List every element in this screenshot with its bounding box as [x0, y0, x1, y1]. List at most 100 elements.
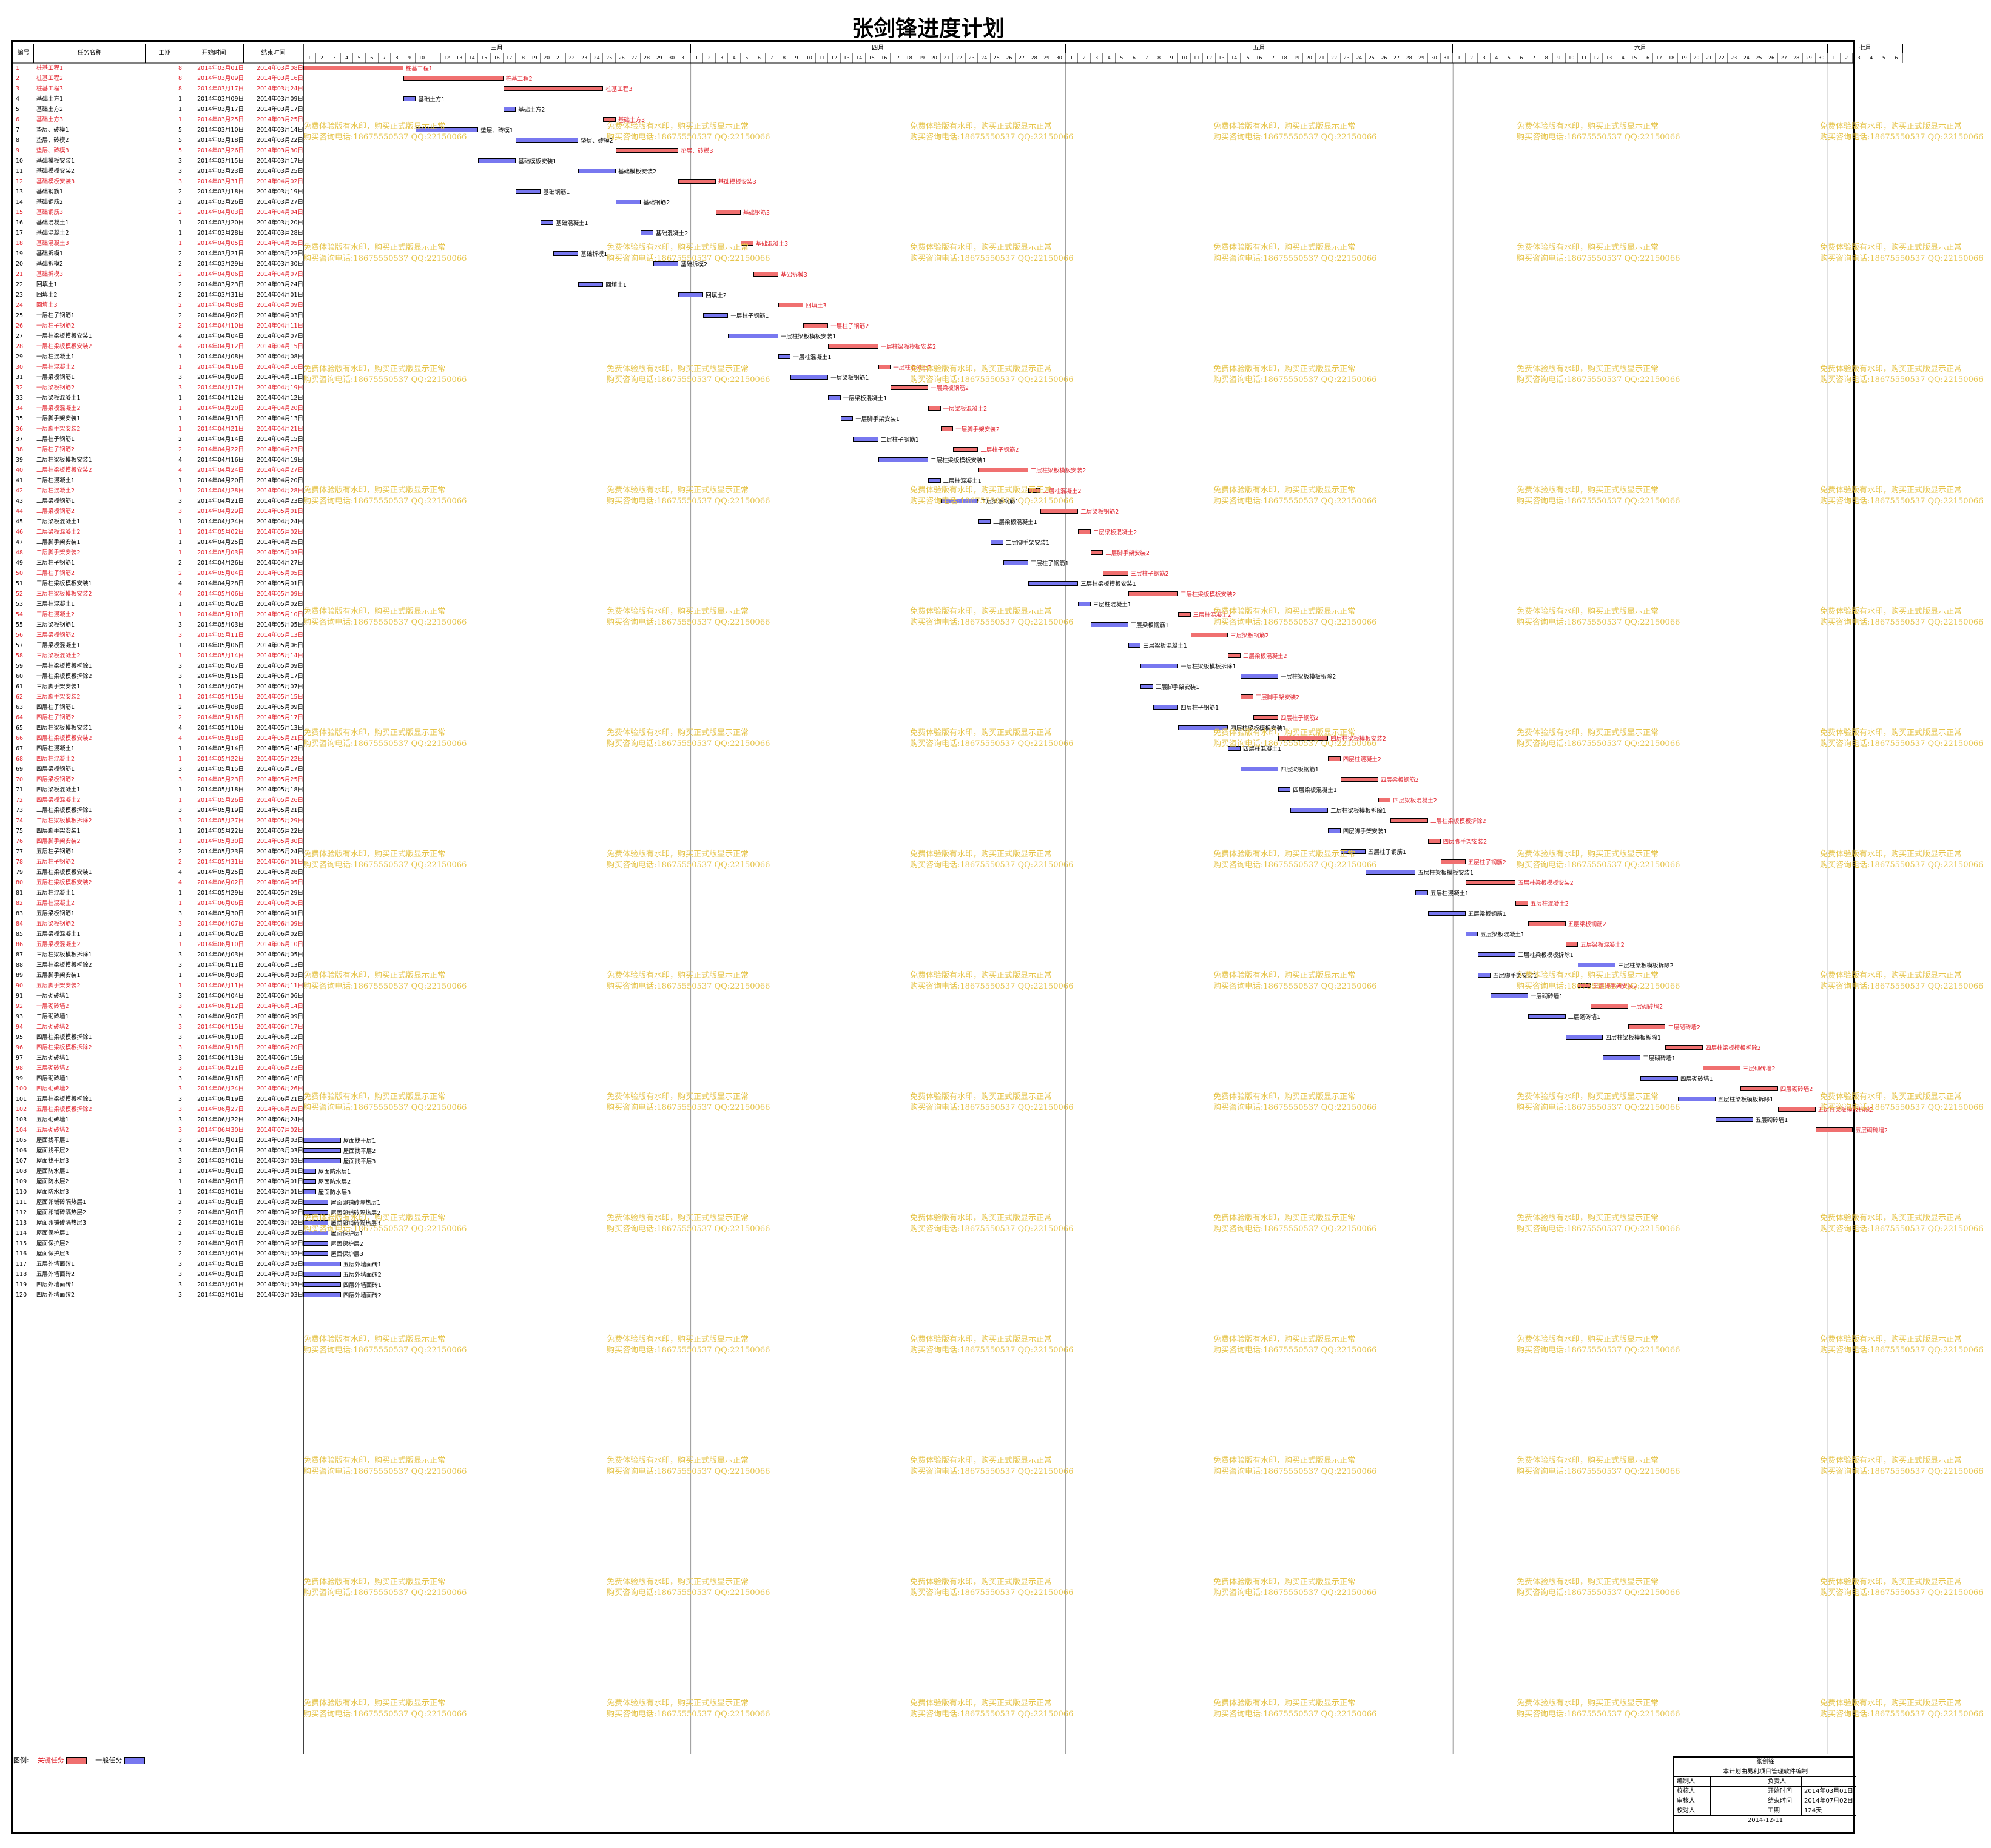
- task-end: 2014年06月21日: [257, 1096, 303, 1103]
- gantt-bar-label: 四层柱子钢筋2: [1280, 715, 1319, 722]
- gantt-bar-label: 五层外墙面砖2: [343, 1272, 382, 1278]
- watermark: 免费体验版有水印，购买正式版显示正常 购买咨询电话:18675550537 QQ:…: [1213, 1698, 1376, 1720]
- task-id: 116: [16, 1251, 27, 1257]
- watermark-line1: 免费体验版有水印，购买正式版显示正常: [910, 1214, 1053, 1223]
- task-name: 一层柱子钢筋1: [36, 312, 75, 319]
- legend-label: 图例:: [13, 1756, 29, 1764]
- task-start: 2014年03月01日: [197, 1261, 244, 1268]
- day-header: 27: [628, 53, 641, 63]
- task-name: 基础土方1: [36, 96, 64, 102]
- watermark: 免费体验版有水印，购买正式版显示正常 购买咨询电话:18675550537 QQ:…: [1213, 1456, 1376, 1477]
- gantt-bar: [1528, 1014, 1566, 1019]
- table-row: 46 二层梁板混凝土2 1 2014年05月02日 2014年05月02日: [13, 527, 303, 537]
- watermark: 免费体验版有水印，购买正式版显示正常 购买咨询电话:18675550537 QQ:…: [1213, 1092, 1376, 1114]
- grid-lines: [13, 44, 1855, 1754]
- task-id: 67: [16, 745, 24, 752]
- task-start: 2014年05月19日: [197, 807, 244, 814]
- task-name: 四层柱梁板模板拆除2: [36, 1044, 92, 1051]
- table-row: 62 三层脚手架安装2 1 2014年05月15日 2014年05月15日: [13, 692, 303, 702]
- task-name: 四层砌砖墙2: [36, 1086, 69, 1092]
- watermark-line2: 购买咨询电话:18675550537 QQ:22150066: [607, 1346, 770, 1355]
- day-header: 26: [1765, 53, 1778, 63]
- gantt-bar: [753, 272, 778, 277]
- task-id: 89: [16, 972, 24, 979]
- task-duration: 1: [178, 828, 182, 835]
- gantt-bar: [1665, 1045, 1703, 1050]
- task-name: 基础拆模2: [36, 261, 64, 267]
- watermark-line2: 购买咨询电话:18675550537 QQ:22150066: [1517, 1225, 1680, 1234]
- watermark-line1: 免费体验版有水印，购买正式版显示正常: [1517, 728, 1659, 738]
- day-header: 29: [653, 53, 666, 63]
- task-id: 52: [16, 591, 24, 597]
- gantt-bar-label: 屋面防水层1: [318, 1169, 351, 1175]
- task-id: 102: [16, 1106, 27, 1113]
- task-start: 2014年04月28日: [197, 488, 244, 494]
- gantt-bar: [1028, 581, 1079, 586]
- task-start: 2014年03月01日: [197, 1271, 244, 1278]
- task-end: 2014年03月03日: [257, 1271, 303, 1278]
- task-id: 88: [16, 962, 24, 969]
- gantt-bar: [1140, 684, 1153, 689]
- task-duration: 2: [178, 302, 182, 309]
- task-start: 2014年04月26日: [197, 560, 244, 566]
- task-name: 桩基工程3: [36, 86, 64, 92]
- gantt-bar: [1640, 1076, 1678, 1081]
- task-duration: 3: [178, 910, 182, 917]
- task-id: 120: [16, 1292, 27, 1299]
- day-header: 18: [1278, 53, 1291, 63]
- task-end: 2014年05月26日: [257, 797, 303, 804]
- day-header: 10: [803, 53, 816, 63]
- gantt-bar-label: 四层梁板混凝土2: [1393, 798, 1437, 804]
- table-row: 26 一层柱子钢筋2 2 2014年04月10日 2014年04月11日: [13, 321, 303, 331]
- table-row: 114 屋面保护层1 2 2014年03月01日 2014年03月02日: [13, 1228, 303, 1238]
- table-row: 104 五层砌砖墙2 3 2014年06月30日 2014年07月02日: [13, 1125, 303, 1135]
- day-header: 15: [478, 53, 491, 63]
- task-name: 二层柱梁板模板拆除1: [36, 807, 92, 814]
- task-duration: 3: [178, 1127, 182, 1134]
- task-start: 2014年05月22日: [197, 756, 244, 762]
- watermark: 免费体验版有水印，购买正式版显示正常 购买咨询电话:18675550537 QQ:…: [607, 606, 770, 628]
- task-name: 四层柱子钢筋2: [36, 714, 75, 721]
- info-row: 校核人 开始时间 2014年03月01日: [1674, 1787, 1856, 1796]
- watermark-line2: 购买咨询电话:18675550537 QQ:22150066: [607, 1588, 770, 1598]
- gantt-bar: [1340, 777, 1378, 782]
- gantt-bar-label: 三层砌砖墙2: [1743, 1066, 1776, 1072]
- task-duration: 1: [178, 931, 182, 938]
- task-id: 37: [16, 436, 24, 443]
- gantt-bar-label: 四层柱梁板模板拆除2: [1705, 1045, 1761, 1052]
- day-header: 28: [1028, 53, 1041, 63]
- timeline-header: 三月 1 2 3 4 5 6 7 8 9 10 11 12 13 14 15 16 17 18 19 20 21 22 23 2…: [303, 44, 1903, 63]
- task-name: 三层柱混凝土2: [36, 611, 75, 618]
- task-name: 四层砌砖墙1: [36, 1075, 69, 1082]
- watermark-line2: 购买咨询电话:18675550537 QQ:22150066: [1820, 1346, 1984, 1355]
- gantt-bar: [303, 1210, 329, 1215]
- info-k1: 编制人: [1674, 1777, 1711, 1786]
- watermark-line2: 购买咨询电话:18675550537 QQ:22150066: [1517, 1467, 1680, 1476]
- day-header: 17: [1265, 53, 1278, 63]
- gantt-bar: [1428, 839, 1441, 844]
- watermark-line1: 免费体验版有水印，购买正式版显示正常: [910, 971, 1053, 980]
- table-row: 37 二层柱子钢筋1 2 2014年04月14日 2014年04月15日: [13, 434, 303, 445]
- gantt-bar-label: 五层柱混凝土1: [1430, 890, 1469, 897]
- task-start: 2014年06月22日: [197, 1117, 244, 1123]
- gantt-bar-label: 基础混凝土1: [556, 220, 588, 227]
- day-header: 7: [379, 53, 391, 63]
- table-row: 95 四层柱梁板模板拆除1 3 2014年06月10日 2014年06月12日: [13, 1032, 303, 1043]
- watermark: 免费体验版有水印，购买正式版显示正常 购买咨询电话:18675550537 QQ:…: [303, 1698, 467, 1720]
- task-id: 104: [16, 1127, 27, 1134]
- table-row: 43 二层梁板钢筋1 3 2014年04月21日 2014年04月23日: [13, 496, 303, 506]
- task-start: 2014年06月24日: [197, 1086, 244, 1092]
- watermark-line2: 购买咨询电话:18675550537 QQ:22150066: [1820, 1225, 1984, 1234]
- watermark-line2: 购买咨询电话:18675550537 QQ:22150066: [1517, 133, 1680, 142]
- task-start: 2014年06月02日: [197, 879, 244, 886]
- day-header: 8: [1540, 53, 1553, 63]
- task-duration: 1: [178, 941, 182, 948]
- watermark-line2: 购买咨询电话:18675550537 QQ:22150066: [303, 861, 467, 870]
- table-row: 54 三层柱混凝土2 1 2014年05月10日 2014年05月10日: [13, 610, 303, 620]
- table-row: 44 二层梁板钢筋2 3 2014年04月29日 2014年05月01日: [13, 506, 303, 517]
- watermark-line1: 免费体验版有水印，购买正式版显示正常: [303, 728, 446, 738]
- task-name: 屋面卵铺砖隔热层2: [36, 1209, 87, 1216]
- task-name: 三层柱梁板模板安装1: [36, 580, 92, 587]
- watermark-line2: 购买咨询电话:18675550537 QQ:22150066: [1213, 618, 1377, 627]
- task-duration: 1: [178, 395, 182, 402]
